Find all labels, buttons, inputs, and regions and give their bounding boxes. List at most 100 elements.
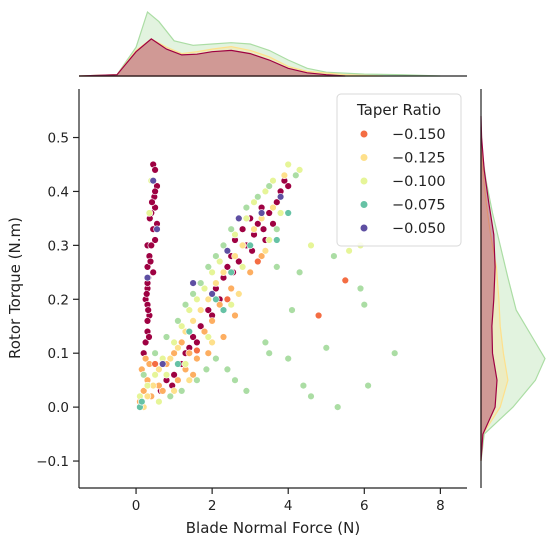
- scatter-point: [193, 354, 201, 363]
- scatter-point: [280, 171, 289, 180]
- scatter-point: [193, 376, 201, 384]
- y-kde-curve: [480, 137, 509, 462]
- scatter-point: [162, 333, 171, 341]
- scatter-point: [189, 317, 197, 325]
- legend-box: [336, 93, 462, 247]
- scatter-point: [153, 225, 161, 233]
- scatter-point: [219, 241, 228, 250]
- scatter-point: [261, 338, 270, 347]
- scatter-point: [269, 177, 277, 185]
- legend-title: Taper Ratio: [356, 101, 441, 119]
- x-tick-label: 4: [284, 498, 293, 514]
- scatter-point: [170, 387, 178, 395]
- scatter-point: [143, 317, 152, 325]
- scatter-point: [223, 295, 232, 303]
- scatter-point: [254, 193, 262, 201]
- scatter-point: [202, 365, 211, 374]
- scatter-point: [242, 214, 251, 223]
- scatter-point: [246, 241, 254, 250]
- scatter-point: [212, 354, 220, 363]
- x-tick-label: 6: [360, 498, 369, 514]
- scatter-point: [288, 306, 296, 314]
- scatter-point: [197, 322, 205, 330]
- scatter-point: [273, 263, 281, 271]
- y-tick-label: 0.5: [48, 131, 69, 147]
- scatter-point: [159, 387, 167, 395]
- scatter-point: [216, 301, 224, 309]
- scatter-point: [170, 371, 178, 379]
- scatter-point: [257, 209, 266, 217]
- scatter-point: [254, 257, 262, 266]
- scatter-point: [144, 306, 152, 314]
- scatter-point: [257, 252, 266, 260]
- scatter-point: [155, 365, 163, 374]
- scatter-point: [181, 360, 190, 368]
- scatter-point: [330, 252, 338, 260]
- scatter-point: [189, 371, 197, 379]
- scatter-point: [174, 360, 182, 368]
- scatter-point: [259, 225, 268, 233]
- scatter-points: [136, 160, 399, 411]
- scatter-point: [181, 301, 190, 309]
- scatter-point: [208, 338, 216, 347]
- scatter-point: [231, 252, 239, 260]
- scatter-point: [273, 198, 281, 206]
- scatter-point: [193, 346, 201, 355]
- scatter-point: [341, 276, 349, 285]
- x-kde-curve: [78, 10, 441, 77]
- scatter-point: [360, 301, 368, 309]
- scatter-point: [200, 284, 209, 293]
- scatter-point: [204, 306, 213, 314]
- scatter-point: [197, 306, 205, 314]
- scatter-point: [185, 327, 194, 336]
- legend-marker: [359, 223, 369, 233]
- scatter-point: [208, 290, 216, 298]
- scatter-point: [307, 392, 315, 400]
- scatter-point: [148, 198, 156, 206]
- scatter-point: [189, 279, 197, 287]
- legend-marker: [359, 176, 369, 186]
- scatter-point: [174, 317, 182, 325]
- scatter-point: [223, 247, 232, 255]
- scatter-point: [227, 301, 235, 309]
- x-tick-label: 8: [436, 498, 445, 514]
- scatter-point: [200, 327, 209, 336]
- x-tick-label: 0: [132, 498, 141, 514]
- y-tick-label: 0.2: [48, 292, 69, 308]
- scatter-point: [235, 257, 243, 266]
- scatter-point: [185, 376, 194, 384]
- scatter-point: [391, 349, 399, 357]
- scatter-point: [178, 322, 186, 330]
- scatter-point: [204, 295, 213, 303]
- scatter-point: [265, 209, 273, 217]
- scatter-point: [193, 295, 201, 303]
- scatter-point: [145, 209, 154, 217]
- y-axis-ticks: −0.1 0.0 0.1 0.2 0.3 0.4 0.5: [36, 131, 79, 470]
- scatter-point: [223, 263, 232, 271]
- scatter-point: [208, 317, 216, 325]
- scatter-point: [231, 376, 239, 384]
- scatter-point: [193, 338, 201, 347]
- scatter-point: [143, 290, 151, 298]
- right-marginal-kde: [480, 115, 546, 462]
- scatter-point: [140, 371, 148, 379]
- scatter-point: [151, 166, 159, 174]
- scatter-point: [178, 338, 186, 347]
- scatter-point: [208, 268, 216, 276]
- scatter-point: [246, 268, 254, 276]
- legend-marker: [359, 200, 369, 209]
- scatter-point: [295, 166, 304, 174]
- legend-label: −0.125: [392, 151, 446, 167]
- scatter-point: [356, 284, 365, 293]
- legend-items: −0.150 −0.125 −0.100 −0.075 −0.050: [359, 127, 446, 237]
- scatter-point: [235, 290, 243, 298]
- legend-marker: [359, 153, 369, 162]
- scatter-point: [231, 230, 239, 239]
- scatter-point: [141, 338, 150, 347]
- scatter-point: [284, 182, 292, 190]
- scatter-point: [219, 268, 228, 276]
- legend-label: −0.050: [392, 221, 446, 237]
- scatter-point: [284, 160, 292, 169]
- scatter-point: [174, 376, 182, 384]
- scatter-point: [155, 398, 163, 406]
